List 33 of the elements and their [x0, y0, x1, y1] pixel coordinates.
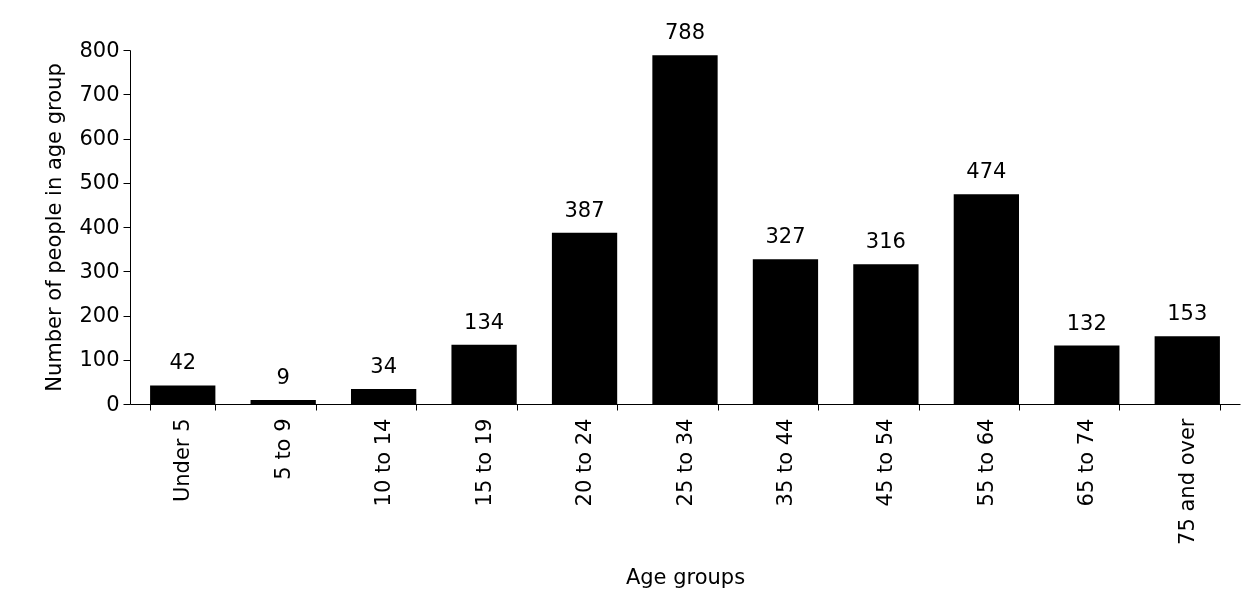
- x-tick-label: 35 to 44: [772, 418, 797, 507]
- y-tick-label: 700: [79, 81, 120, 106]
- y-tick-label: 0: [106, 391, 120, 416]
- x-tick-label: 45 to 54: [873, 418, 898, 507]
- x-tick-label: 10 to 14: [371, 418, 396, 507]
- x-tick-label: 25 to 34: [672, 418, 697, 507]
- data-label: 34: [370, 353, 398, 378]
- data-label: 9: [276, 365, 290, 390]
- y-tick-label: 800: [79, 37, 120, 62]
- data-label: 387: [564, 197, 605, 222]
- x-tick-label: 65 to 74: [1074, 418, 1099, 507]
- y-tick-label: 600: [79, 126, 120, 150]
- x-tick-label: 5 to 9: [270, 418, 295, 480]
- data-label: 327: [765, 224, 806, 249]
- x-tick-label: 75 and over: [1174, 418, 1199, 545]
- y-tick-label: 500: [79, 170, 120, 195]
- y-tick-label: 300: [79, 258, 120, 283]
- data-label: 132: [1066, 310, 1107, 335]
- data-label: 788: [664, 20, 706, 45]
- y-axis-title: Number of people in age group: [42, 63, 67, 392]
- data-label: 316: [865, 229, 906, 254]
- y-tick-label: 100: [79, 347, 120, 372]
- y-tick-label: 200: [79, 303, 120, 327]
- x-tick-label: Under 5: [170, 418, 195, 503]
- data-label: 153: [1167, 301, 1208, 326]
- x-tick-label: 20 to 24: [572, 418, 597, 507]
- data-label: 42: [169, 350, 197, 375]
- data-label: 134: [464, 309, 505, 334]
- x-axis-title: Age groups: [625, 564, 746, 589]
- x-tick-label: 15 to 19: [471, 418, 496, 507]
- x-tick-label: 55 to 64: [973, 418, 998, 507]
- y-tick-label: 400: [79, 214, 120, 239]
- data-label: 474: [966, 159, 1007, 184]
